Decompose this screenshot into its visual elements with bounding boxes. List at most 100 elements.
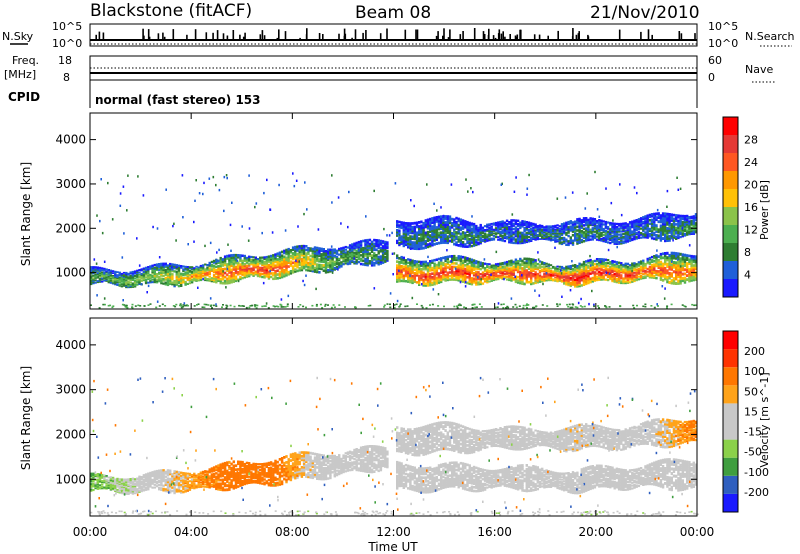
power-cell — [505, 222, 509, 226]
power-cell — [138, 280, 141, 283]
nsky-bar — [318, 33, 321, 40]
power-cell — [109, 271, 113, 274]
power-cell — [407, 277, 410, 280]
power-cell — [552, 225, 555, 228]
power-cell — [129, 281, 132, 284]
power-cell — [215, 272, 218, 275]
power-cell — [659, 266, 663, 270]
power-cell — [396, 232, 399, 236]
power-cell — [92, 278, 95, 281]
power-cell — [245, 261, 249, 264]
power-cell — [466, 257, 469, 260]
power-cell — [228, 266, 231, 270]
power-cell — [686, 233, 689, 236]
power-cell — [481, 230, 485, 233]
power-cell — [556, 227, 559, 230]
power-cell — [613, 239, 616, 242]
power-cell — [437, 217, 441, 221]
power-cell — [177, 266, 181, 269]
power-cell — [505, 235, 509, 238]
power-cell — [411, 222, 414, 225]
power-cell — [114, 271, 117, 274]
power-cell — [285, 258, 288, 262]
power-cell — [686, 216, 689, 219]
beam-title: Beam 08 — [355, 3, 431, 23]
nsky-bar — [172, 29, 175, 40]
power-cell — [230, 262, 233, 266]
nsearch-tick-top: 10^5 — [708, 20, 738, 33]
power-cell — [611, 260, 614, 263]
power-cell — [300, 265, 304, 268]
power-cell — [576, 283, 579, 286]
power-cell — [668, 276, 671, 280]
power-cell — [554, 238, 557, 241]
power-cell — [543, 227, 546, 229]
power-cell — [624, 280, 627, 283]
power-cell — [175, 277, 178, 280]
power-cell — [679, 281, 682, 285]
power-cell — [316, 257, 319, 261]
power-cell — [521, 282, 524, 285]
power-cell — [565, 276, 568, 279]
power-cell — [348, 248, 352, 251]
power-cell — [666, 212, 669, 216]
power-cell — [111, 281, 115, 284]
power-cell — [424, 278, 427, 282]
power-cell — [600, 273, 603, 276]
power-cell — [435, 258, 438, 261]
power-cell — [545, 262, 548, 265]
power-cell — [501, 223, 504, 226]
power-cell — [521, 235, 524, 238]
power-cell — [351, 253, 354, 256]
power-cell — [475, 272, 478, 276]
power-cell — [692, 215, 695, 218]
power-cell — [151, 267, 154, 270]
power-cell — [237, 267, 240, 270]
power-cell — [648, 222, 652, 226]
power-cell — [274, 275, 277, 279]
power-cell — [488, 239, 491, 242]
power-cell — [272, 259, 275, 263]
power-cell — [639, 261, 643, 264]
power-cell — [591, 238, 594, 241]
power-cell — [94, 279, 97, 282]
power-cell — [228, 281, 231, 285]
power-cell — [377, 262, 380, 266]
power-cell — [210, 278, 214, 281]
power-cell — [116, 276, 119, 278]
power-cell — [276, 260, 279, 263]
power-cell — [664, 222, 667, 226]
power-cell — [461, 263, 465, 267]
power-cell — [679, 229, 682, 232]
power-cell — [659, 226, 663, 230]
power-cell — [672, 236, 676, 239]
power-cell — [574, 281, 577, 285]
power-cell — [475, 281, 478, 284]
power-cell — [653, 212, 656, 216]
power-cell — [274, 253, 277, 256]
speckle — [591, 289, 593, 293]
power-cell — [563, 230, 566, 233]
power-cell — [344, 260, 347, 264]
power-cell — [686, 258, 689, 261]
power-cell — [664, 271, 667, 274]
power-cell — [472, 242, 476, 246]
power-cell — [155, 278, 159, 281]
power-cell — [644, 228, 647, 231]
power-cell — [127, 285, 130, 288]
power-cell — [261, 259, 264, 262]
power-cell — [250, 255, 253, 259]
power-cell — [494, 264, 498, 267]
power-cell — [661, 270, 665, 274]
power-cell — [628, 222, 632, 225]
power-cell — [182, 274, 185, 277]
power-cell — [250, 270, 253, 273]
nsky-bar — [694, 33, 696, 40]
power-cell — [675, 232, 678, 235]
power-cell — [554, 278, 557, 281]
power-cell — [606, 221, 610, 224]
power-cell — [294, 251, 297, 255]
speckle — [223, 175, 226, 179]
power-cell — [527, 223, 531, 226]
power-cell — [359, 245, 363, 248]
